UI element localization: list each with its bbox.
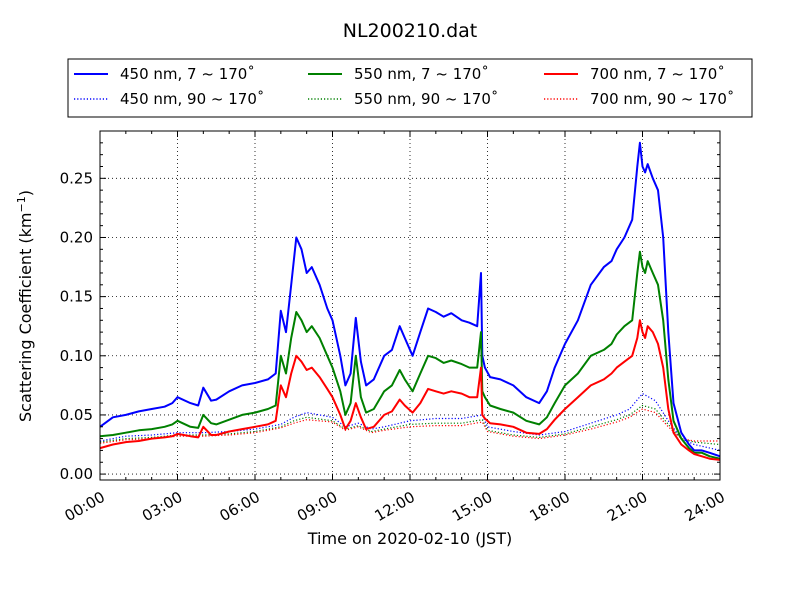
chart-title: NL200210.dat — [343, 20, 478, 42]
y-tick-label: 0.05 — [60, 406, 93, 424]
x-tick-label: 18:00 — [527, 488, 573, 525]
x-tick-label: 06:00 — [217, 488, 263, 525]
y-tick-label: 0.00 — [60, 465, 93, 483]
legend: 450 nm, 7 ~ 170˚ 450 nm, 90 ~ 170˚ 550 nm,… — [67, 58, 753, 118]
plot-lines — [99, 141, 721, 461]
series-line-1 — [99, 393, 721, 451]
x-tick-label: 12:00 — [372, 488, 418, 525]
legend-label-1: 450 nm, 90 ~ 170˚ — [120, 90, 264, 108]
y-axis-label-main: Scattering Coefficient (km — [16, 212, 35, 422]
legend-label-3: 550 nm, 90 ~ 170˚ — [354, 90, 498, 108]
x-tick-label: 21:00 — [604, 488, 650, 525]
legend-label-0: 450 nm, 7 ~ 170˚ — [120, 65, 255, 83]
x-tick-label: 03:00 — [139, 488, 185, 525]
y-axis-label-tail: ) — [16, 190, 35, 196]
legend-label-4: 700 nm, 7 ~ 170˚ — [590, 65, 725, 83]
legend-box — [67, 58, 753, 118]
series-line-2 — [99, 250, 721, 460]
y-axis-label-sup: −1 — [15, 196, 28, 212]
y-tick-label: 0.15 — [60, 288, 93, 306]
y-tick-label: 0.20 — [60, 228, 93, 246]
series-line-5 — [99, 408, 720, 444]
ticks: 00:00 03:00 06:00 09:00 12:00 15:00 18:00 21:00… — [60, 131, 728, 525]
y-tick-label: 0.25 — [60, 169, 93, 187]
y-axis-label: Scattering Coefficient (km−1) — [15, 190, 35, 422]
x-tick-label: 09:00 — [294, 488, 340, 525]
x-axis-label: Time on 2020-02-10 (JST) — [307, 529, 512, 548]
legend-label-2: 550 nm, 7 ~ 170˚ — [354, 65, 489, 83]
series-line-0 — [99, 141, 721, 458]
x-tick-label: 15:00 — [449, 488, 495, 525]
series-line-3 — [99, 404, 721, 446]
legend-label-5: 700 nm, 90 ~ 170˚ — [590, 90, 734, 108]
x-tick-label: 00:00 — [62, 488, 108, 525]
x-tick-label: 24:00 — [682, 488, 728, 525]
series-line-4 — [99, 319, 721, 461]
y-tick-label: 0.10 — [60, 347, 93, 365]
